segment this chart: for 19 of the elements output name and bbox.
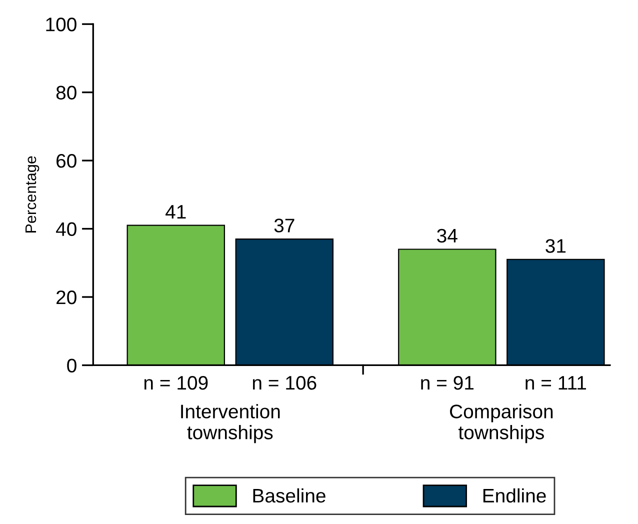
text: n = 91: [421, 376, 474, 390]
y-tick-label: 100: [46, 18, 76, 32]
x-tick-label: Comparison townships: [450, 404, 553, 444]
y-tick-label: 0: [67, 358, 76, 372]
y-tick-label: 80: [56, 86, 76, 100]
y-tick-label: 40: [56, 222, 76, 236]
data-label: 41: [166, 205, 186, 219]
text: n = 106: [252, 376, 316, 390]
y-axis-title: Percentage: [26, 156, 40, 232]
x-tick-label: Intervention townships: [181, 404, 280, 444]
y-tick-label: 60: [56, 154, 76, 168]
data-label: 37: [274, 218, 294, 232]
y-tick-label: 20: [56, 290, 76, 304]
data-label: 31: [546, 239, 566, 253]
legend-label: Endline: [483, 488, 546, 503]
legend-label: Baseline: [253, 488, 326, 503]
data-label: 34: [437, 228, 458, 243]
text: n = 109: [144, 376, 208, 390]
text: n = 111: [526, 376, 586, 390]
